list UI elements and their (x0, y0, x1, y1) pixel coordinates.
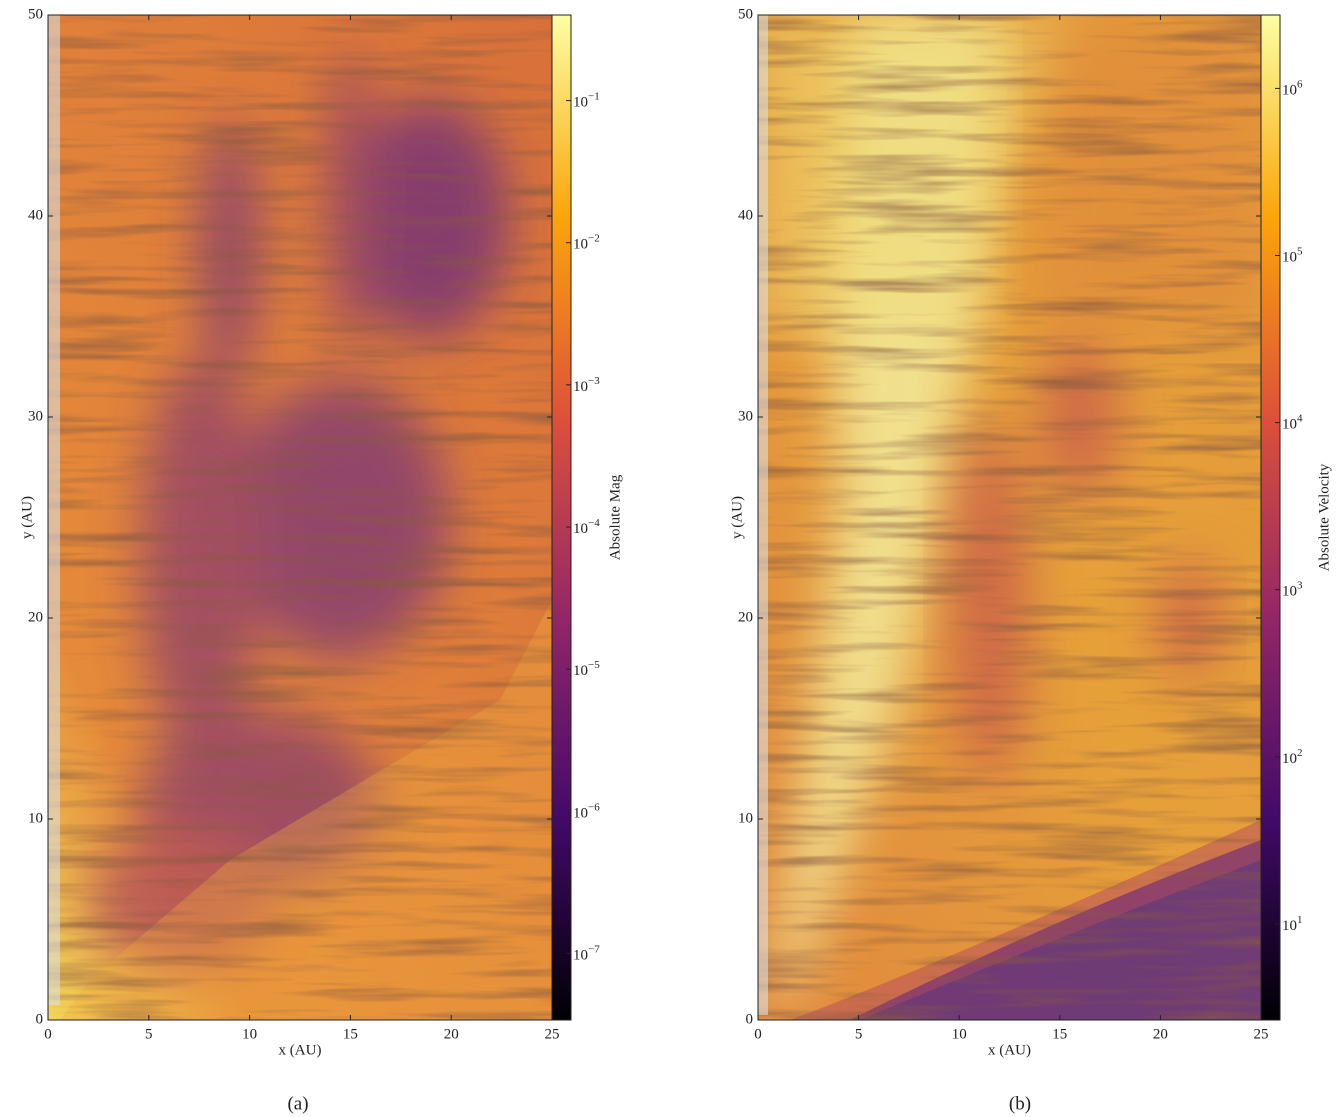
colorbar-tick-label: 103 (1282, 579, 1303, 600)
x-tick-label: 0 (754, 1026, 762, 1042)
colorbar-tick-label: 10−7 (573, 943, 600, 964)
tick-base: 10 (573, 237, 588, 253)
tick-base: 10 (573, 95, 588, 111)
tick-base: 10 (1282, 250, 1297, 266)
colorbar-tick-label: 10−2 (573, 232, 600, 253)
tick-base: 10 (1282, 83, 1297, 99)
colorbar-tick-label: 10−3 (573, 374, 600, 395)
x-axis-label: x (AU) (988, 1042, 1031, 1058)
tick-exponent: −7 (588, 943, 600, 955)
tick-base: 10 (1282, 417, 1297, 433)
y-tick-label: 30 (28, 408, 43, 424)
colorbar-tick-label: 10−1 (573, 90, 600, 111)
tick-exponent: −6 (588, 801, 600, 813)
field-image (758, 15, 1261, 1020)
y-tick-label: 40 (738, 207, 753, 223)
tick-exponent: 1 (1297, 913, 1303, 925)
colorbar (1260, 14, 1281, 1021)
y-tick-label: 0 (36, 1011, 44, 1027)
x-tick-label: 5 (145, 1026, 153, 1042)
x-axis-label: x (AU) (279, 1042, 322, 1058)
tick-base: 10 (1282, 584, 1297, 600)
colorbar-tick-label: 10−4 (573, 517, 600, 538)
caption: (a) (287, 1093, 308, 1114)
x-tick-label: 15 (1052, 1026, 1067, 1042)
y-tick-label: 10 (738, 810, 753, 826)
x-tick-label: 25 (545, 1026, 560, 1042)
x-tick-label: 10 (952, 1026, 967, 1042)
tick-exponent: 3 (1297, 579, 1303, 591)
tick-exponent: −4 (588, 517, 600, 529)
colorbar-tick-label: 10−6 (573, 801, 600, 822)
colorbar-tick-label: 104 (1282, 412, 1303, 433)
tick-base: 10 (573, 806, 588, 822)
tick-exponent: 4 (1297, 412, 1303, 424)
colorbar-tick-label: 102 (1282, 746, 1303, 767)
y-axis-label: y (AU) (729, 496, 745, 539)
y-tick-label: 40 (28, 207, 43, 223)
tick-exponent: 2 (1297, 746, 1303, 758)
tick-exponent: −2 (588, 232, 600, 244)
colorbar (551, 14, 572, 1021)
y-axis-label: y (AU) (19, 496, 35, 539)
tick-base: 10 (573, 948, 588, 964)
colorbar-label: Absolute Mag (607, 474, 623, 560)
tick-base: 10 (1282, 918, 1297, 934)
caption: (b) (1009, 1093, 1031, 1114)
colorbar-tick-label: 10−5 (573, 659, 600, 680)
y-tick-label: 0 (746, 1011, 754, 1027)
colorbar-tick-label: 106 (1282, 78, 1303, 99)
tick-exponent: 5 (1297, 245, 1303, 257)
colorbar-label: Absolute Velocity (1316, 463, 1332, 571)
y-tick-label: 20 (738, 609, 753, 625)
y-tick-label: 50 (738, 6, 753, 22)
tick-base: 10 (573, 379, 588, 395)
y-tick-label: 20 (28, 609, 43, 625)
x-tick-label: 20 (444, 1026, 459, 1042)
x-tick-label: 15 (343, 1026, 358, 1042)
x-tick-label: 0 (44, 1026, 52, 1042)
tick-exponent: −3 (588, 374, 600, 386)
x-tick-label: 10 (242, 1026, 257, 1042)
tick-base: 10 (1282, 751, 1297, 767)
y-tick-label: 10 (28, 810, 43, 826)
tick-exponent: −5 (588, 659, 600, 671)
y-tick-label: 50 (28, 6, 43, 22)
field-image (48, 15, 552, 1020)
tick-base: 10 (573, 521, 588, 537)
tick-base: 10 (573, 664, 588, 680)
colorbar-tick-label: 101 (1282, 913, 1303, 934)
colorbar-tick-label: 105 (1282, 245, 1303, 266)
tick-exponent: 6 (1297, 78, 1303, 90)
x-tick-label: 5 (855, 1026, 863, 1042)
y-tick-label: 30 (738, 408, 753, 424)
x-tick-label: 25 (1254, 1026, 1269, 1042)
tick-exponent: −1 (588, 90, 600, 102)
x-tick-label: 20 (1153, 1026, 1168, 1042)
